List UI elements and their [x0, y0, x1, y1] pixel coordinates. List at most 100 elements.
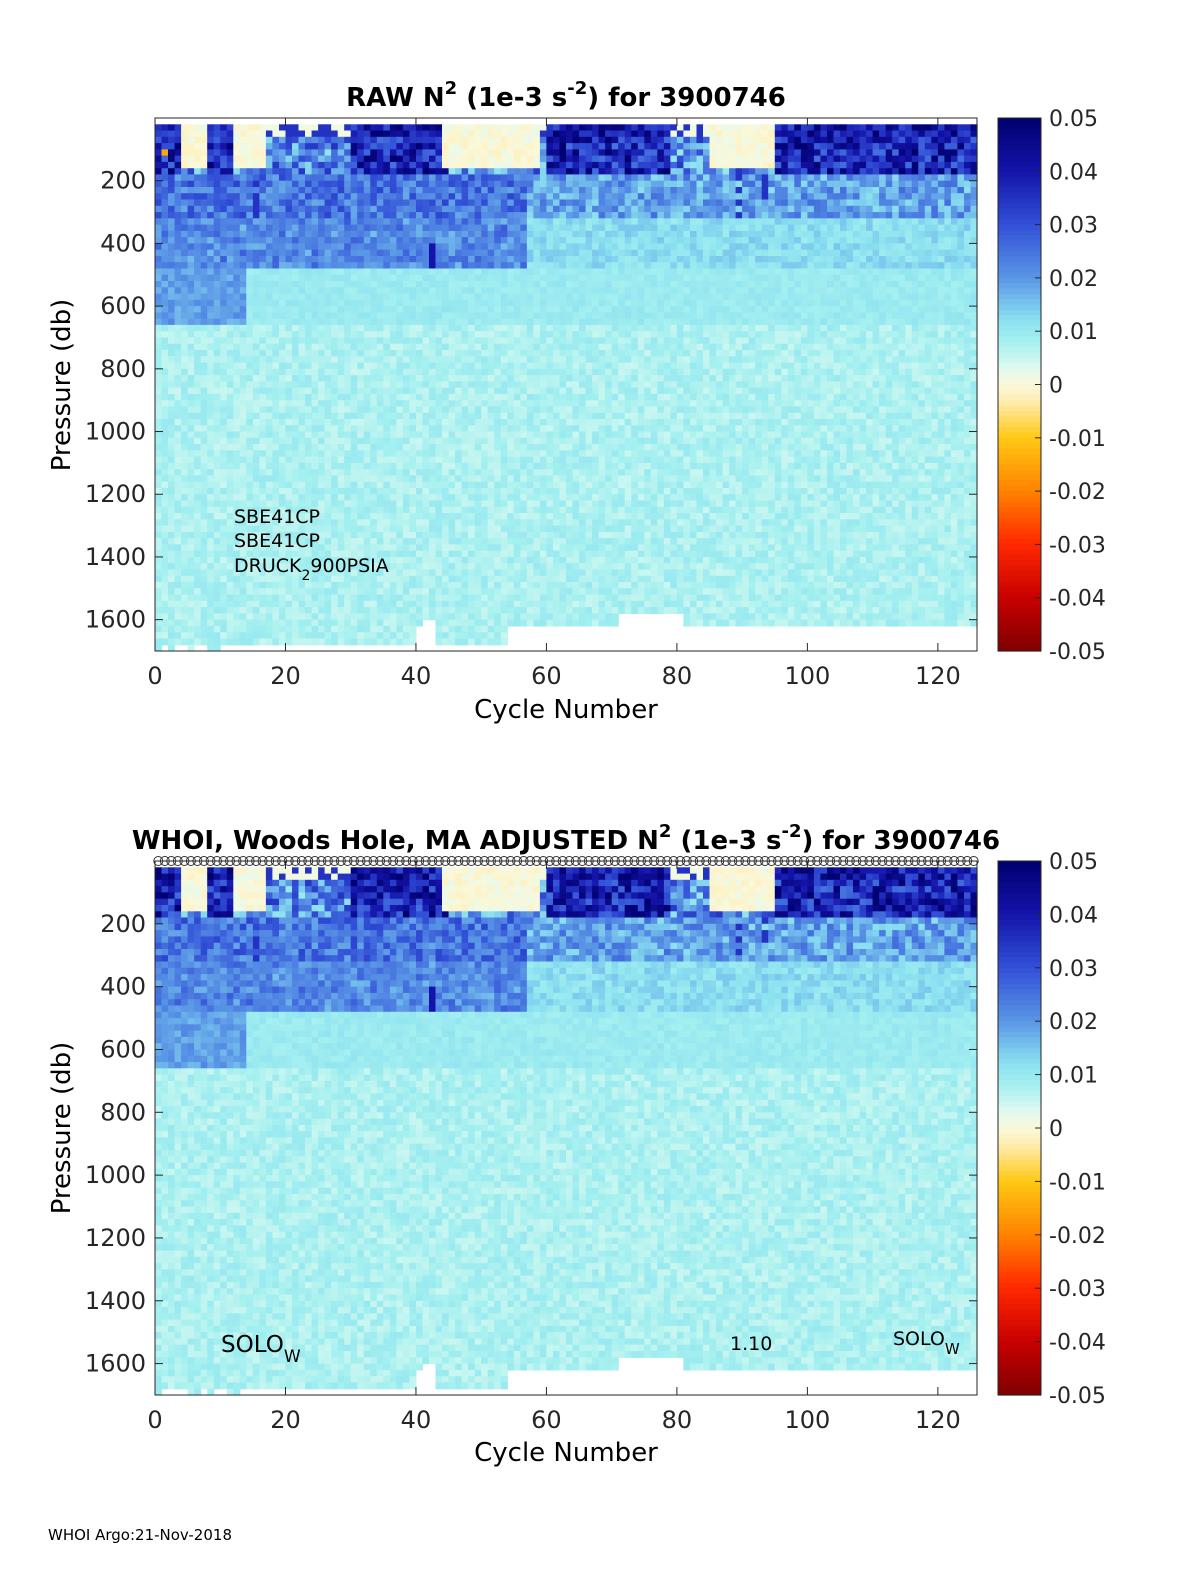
heatmap-cell — [201, 463, 208, 470]
heatmap-cell — [214, 312, 221, 319]
heatmap-cell — [194, 375, 201, 382]
heatmap-cell — [253, 432, 260, 439]
heatmap-cell — [272, 193, 279, 200]
heatmap-cell — [220, 149, 227, 156]
heatmap-cell — [168, 444, 175, 451]
heatmap-cell — [188, 356, 195, 363]
heatmap-cell — [175, 325, 182, 332]
heatmap-cell — [168, 632, 175, 639]
heatmap-cell — [194, 381, 201, 388]
heatmap-cell — [220, 137, 227, 144]
heatmap-cell — [246, 269, 253, 276]
heatmap-cell — [181, 544, 188, 551]
heatmap-cell — [253, 287, 260, 294]
heatmap-cell — [220, 369, 227, 376]
heatmap-cell — [233, 156, 240, 163]
heatmap-cell — [214, 181, 221, 188]
heatmap-cell — [253, 626, 260, 633]
heatmap-cell — [175, 319, 182, 326]
heatmap-cell — [175, 281, 182, 288]
heatmap-cell — [220, 356, 227, 363]
heatmap-cell — [246, 582, 253, 589]
heatmap-cell — [175, 306, 182, 313]
heatmap-cell — [233, 607, 240, 614]
heatmap-cell — [175, 501, 182, 508]
heatmap-cell — [214, 639, 221, 646]
heatmap-cell — [240, 174, 247, 181]
heatmap-cell — [227, 532, 234, 539]
heatmap-cell — [227, 519, 234, 526]
heatmap-cell — [201, 331, 208, 338]
heatmap-cell — [227, 551, 234, 558]
heatmap-cell — [162, 206, 169, 213]
heatmap-cell — [279, 607, 286, 614]
heatmap-cell — [194, 143, 201, 150]
heatmap-cell — [259, 607, 266, 614]
heatmap-cell — [266, 432, 273, 439]
heatmap-cell — [155, 369, 162, 376]
heatmap-cell — [233, 438, 240, 445]
heatmap-cell — [162, 187, 169, 194]
heatmap-cell — [194, 419, 201, 426]
heatmap-cell — [168, 319, 175, 326]
heatmap-cell — [253, 262, 260, 269]
heatmap-cell — [266, 394, 273, 401]
heatmap-cell — [266, 363, 273, 370]
heatmap-cell — [188, 519, 195, 526]
heatmap-cell — [155, 356, 162, 363]
heatmap-cell — [201, 281, 208, 288]
heatmap-cell — [214, 551, 221, 558]
heatmap-cell — [266, 131, 273, 138]
heatmap-cell — [155, 544, 162, 551]
heatmap-cell — [162, 306, 169, 313]
heatmap-cell — [181, 463, 188, 470]
heatmap-cell — [181, 200, 188, 207]
heatmap-cell — [188, 494, 195, 501]
heatmap-cell — [181, 287, 188, 294]
heatmap-cell — [162, 168, 169, 175]
heatmap-cell — [246, 319, 253, 326]
heatmap-cell — [175, 507, 182, 514]
heatmap-cell — [175, 513, 182, 520]
heatmap-cell — [168, 406, 175, 413]
title-units: (1e-3 s — [457, 83, 567, 113]
heatmap-cell — [272, 143, 279, 150]
heatmap-cell — [181, 312, 188, 319]
heatmap-cell — [227, 632, 234, 639]
heatmap-cell — [175, 331, 182, 338]
heatmap-cell — [220, 613, 227, 620]
heatmap-cell — [214, 338, 221, 345]
heatmap-cell — [162, 438, 169, 445]
heatmap-cell — [240, 582, 247, 589]
heatmap-cell — [233, 406, 240, 413]
heatmap-cell — [181, 488, 188, 495]
heatmap-cell — [168, 519, 175, 526]
heatmap-cell — [214, 275, 221, 282]
heatmap-cell — [227, 174, 234, 181]
heatmap-cell — [214, 563, 221, 570]
heatmap-cell — [266, 269, 273, 276]
heatmap-cell — [233, 639, 240, 646]
heatmap-cell — [220, 632, 227, 639]
heatmap-cell — [240, 482, 247, 489]
heatmap-cell — [168, 306, 175, 313]
heatmap-cell — [194, 576, 201, 583]
heatmap-cell — [246, 344, 253, 351]
heatmap-cell — [220, 124, 227, 131]
heatmap-cell — [207, 381, 214, 388]
heatmap-cell — [253, 218, 260, 225]
heatmap-cell — [162, 588, 169, 595]
heatmap-cell — [181, 588, 188, 595]
heatmap-cell — [207, 450, 214, 457]
heatmap-cell — [181, 275, 188, 282]
heatmap-cell — [286, 137, 293, 144]
heatmap-cell — [214, 488, 221, 495]
heatmap-cell — [220, 400, 227, 407]
heatmap-cell — [220, 131, 227, 138]
heatmap-cell — [194, 475, 201, 482]
heatmap-cell — [207, 507, 214, 514]
heatmap-cell — [259, 419, 266, 426]
heatmap-cell — [155, 206, 162, 213]
heatmap-cell — [155, 281, 162, 288]
heatmap-cell — [194, 469, 201, 476]
